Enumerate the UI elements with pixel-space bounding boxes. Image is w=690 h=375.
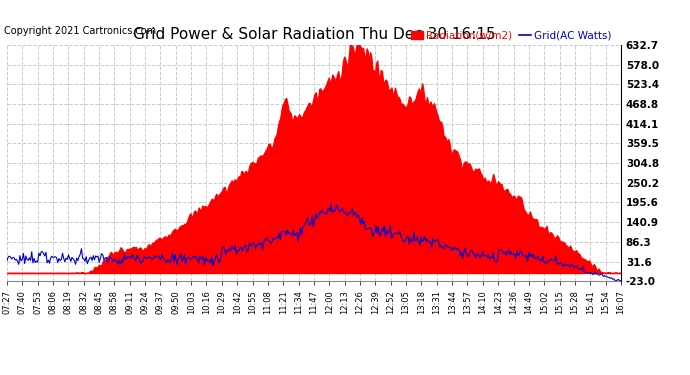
Title: Grid Power & Solar Radiation Thu Dec 30 16:15: Grid Power & Solar Radiation Thu Dec 30 … <box>132 27 495 42</box>
Text: Copyright 2021 Cartronics.com: Copyright 2021 Cartronics.com <box>4 26 156 36</box>
Legend: Radiation(w/m2), Grid(AC Watts): Radiation(w/m2), Grid(AC Watts) <box>406 27 615 45</box>
